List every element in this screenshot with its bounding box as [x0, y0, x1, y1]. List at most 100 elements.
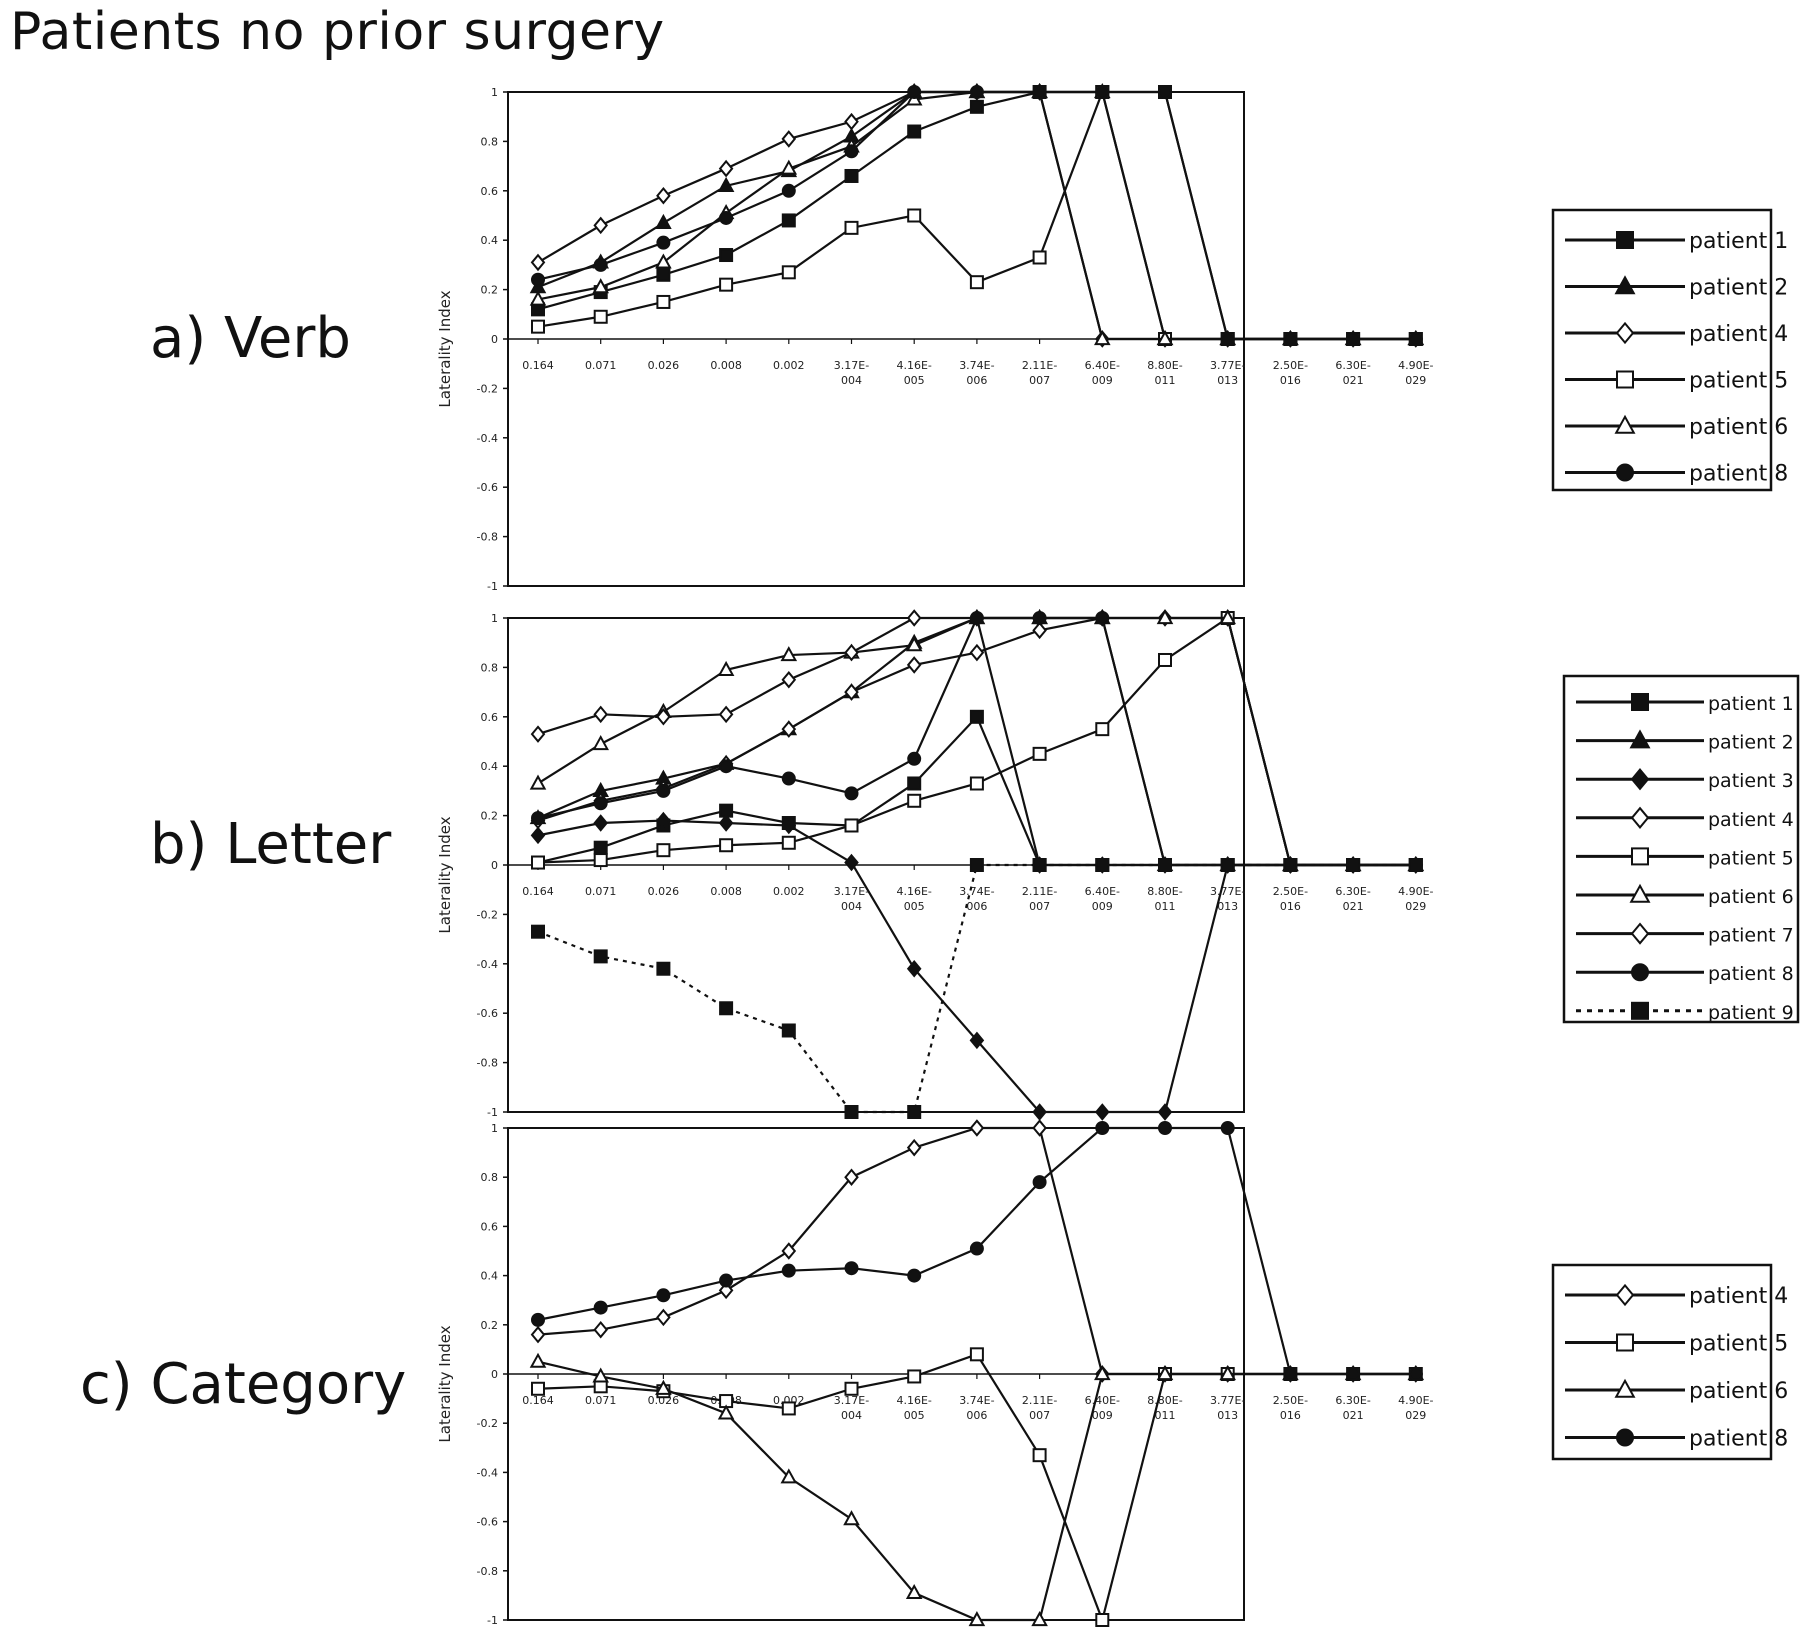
data-point — [531, 811, 545, 826]
data-point — [1032, 85, 1047, 99]
data-point — [531, 924, 545, 939]
data-point — [781, 1401, 796, 1416]
y-tick-label: 0 — [491, 859, 498, 872]
data-point — [593, 705, 609, 724]
x-tick-label: 3.77E-013 — [1210, 1394, 1245, 1422]
data-point — [529, 290, 547, 306]
legend-box — [1551, 1263, 1773, 1461]
legend-label: patient 9 — [1708, 1002, 1794, 1024]
data-point — [907, 776, 922, 791]
data-point — [719, 759, 734, 774]
data-point — [1094, 1365, 1111, 1381]
data-point — [531, 855, 545, 870]
y-tick-label: 0.8 — [481, 661, 499, 674]
data-point — [907, 1268, 922, 1283]
data-point — [844, 786, 859, 801]
y-tick-label: -0.6 — [477, 1516, 498, 1529]
data-point — [843, 1510, 860, 1526]
x-tick-label: 3.77E-013 — [1210, 885, 1245, 913]
y-tick-label: -0.4 — [477, 432, 498, 445]
data-point — [1156, 1365, 1174, 1381]
data-point — [844, 683, 859, 701]
legend-label: patient 4 — [1689, 1284, 1788, 1309]
x-tick-label: 6.30E-021 — [1335, 885, 1370, 913]
x-tick-label: 0.002 — [773, 1394, 805, 1407]
legend-label: patient 4 — [1689, 322, 1788, 347]
x-tick-label: 3.17E-004 — [834, 1394, 869, 1422]
data-point — [1158, 858, 1172, 872]
data-point — [1346, 858, 1361, 872]
x-tick-label: 0.071 — [585, 359, 617, 372]
data-point — [717, 1404, 735, 1420]
y-tick-label: -0.4 — [477, 1466, 498, 1479]
x-tick-label: 2.11E-007 — [1022, 359, 1057, 387]
legend-marker — [1616, 1428, 1634, 1447]
data-point — [906, 656, 922, 674]
data-point — [593, 257, 608, 272]
panel-label-category: c) Category — [80, 1352, 407, 1417]
legend-marker — [1629, 729, 1651, 749]
data-point — [905, 636, 923, 652]
data-point — [719, 1273, 734, 1288]
data-point — [780, 1468, 798, 1484]
data-point — [1283, 1367, 1298, 1381]
y-axis-label: Laterality Index — [436, 816, 454, 933]
data-point — [656, 708, 671, 726]
x-tick-label: 0.002 — [773, 885, 805, 898]
data-point — [969, 709, 984, 724]
data-point — [1032, 858, 1047, 872]
x-tick-label: 3.77E-013 — [1210, 359, 1245, 387]
data-point — [1219, 1365, 1236, 1381]
x-tick-label: 0.164 — [522, 359, 554, 372]
y-tick-label: 0.6 — [481, 185, 499, 198]
data-point — [655, 213, 672, 230]
data-point — [969, 1119, 985, 1137]
data-point — [592, 734, 609, 751]
y-tick-label: -0.6 — [477, 1007, 498, 1020]
data-point — [656, 843, 671, 858]
data-point — [907, 751, 922, 766]
data-point — [969, 858, 984, 872]
data-point — [718, 159, 734, 178]
data-point — [592, 1367, 609, 1383]
data-point — [593, 796, 608, 811]
x-tick-label: 8.80E-011 — [1147, 359, 1182, 387]
data-point — [719, 210, 734, 225]
data-point — [656, 186, 671, 205]
x-tick-label: 4.90E-029 — [1398, 359, 1433, 387]
data-point — [656, 1288, 671, 1303]
data-point — [907, 208, 922, 223]
y-tick-label: 1 — [491, 612, 498, 625]
x-tick-label: 0.002 — [773, 359, 805, 372]
x-tick-label: 0.026 — [648, 359, 680, 372]
legend-marker — [1616, 1333, 1634, 1352]
x-tick-label: 0.008 — [710, 359, 742, 372]
x-tick-label: 4.16E-005 — [896, 1394, 931, 1422]
data-point — [781, 816, 797, 835]
y-tick-label: 1 — [491, 1122, 498, 1135]
data-point — [530, 253, 546, 272]
legend-label: patient 5 — [1708, 847, 1794, 869]
data-point — [531, 1312, 545, 1327]
data-point — [844, 1261, 859, 1276]
data-point — [1095, 858, 1110, 872]
y-tick-label: 0.4 — [481, 234, 499, 247]
data-point — [1094, 330, 1111, 346]
y-tick-label: -1 — [487, 580, 498, 593]
legend-label: patient 3 — [1708, 770, 1794, 792]
x-tick-label: 3.17E-004 — [834, 359, 869, 387]
legend-label: patient 7 — [1708, 925, 1794, 947]
data-point — [656, 267, 671, 282]
data-point — [844, 818, 859, 833]
legend-label: patient 8 — [1689, 1427, 1788, 1452]
data-point — [1032, 1448, 1047, 1463]
data-point — [907, 793, 922, 808]
data-point — [1408, 858, 1423, 872]
x-tick-label: 4.16E-005 — [896, 885, 931, 913]
data-point — [655, 253, 672, 269]
legend-label: patient 8 — [1689, 462, 1788, 487]
legend-marker — [1630, 922, 1650, 945]
legend-box — [1562, 674, 1800, 1024]
x-tick-label: 0.164 — [522, 1394, 554, 1407]
